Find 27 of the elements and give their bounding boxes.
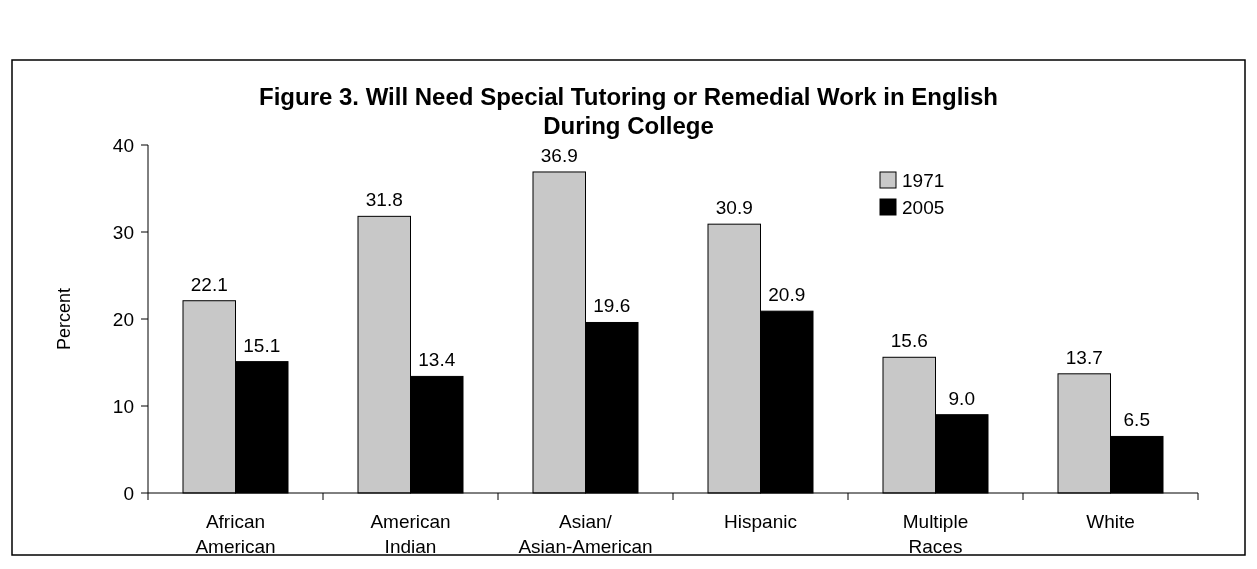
legend-label: 2005 bbox=[902, 196, 945, 218]
y-tick-label: 40 bbox=[112, 134, 134, 156]
data-label: 36.9 bbox=[540, 144, 578, 166]
data-label: 22.1 bbox=[190, 273, 228, 295]
x-tick-label: White bbox=[1086, 511, 1135, 532]
y-axis-title: Percent bbox=[54, 287, 74, 351]
legend-label: 1971 bbox=[902, 169, 945, 191]
x-tick-label: Asian/Asian-American bbox=[518, 511, 653, 557]
data-label: 31.8 bbox=[365, 189, 403, 211]
y-tick-label: 10 bbox=[112, 395, 134, 417]
data-label: 6.5 bbox=[1123, 409, 1150, 431]
x-tick-label: Multiple Races bbox=[902, 511, 969, 557]
data-label: 19.6 bbox=[593, 295, 631, 317]
x-tick-label: American Indian bbox=[370, 511, 451, 557]
data-label: 20.9 bbox=[768, 284, 806, 306]
x-tick-label: Hispanic bbox=[724, 511, 797, 532]
data-label: 9.0 bbox=[948, 387, 975, 409]
data-label: 15.1 bbox=[243, 334, 281, 356]
y-tick-label: 30 bbox=[112, 221, 134, 243]
x-tick-label: African American bbox=[195, 511, 276, 557]
data-label: 13.4 bbox=[418, 349, 456, 371]
y-tick-label: 20 bbox=[112, 308, 134, 330]
chart-title: Figure 3. Will Need Special Tutoring or Remedial Work in English During College bbox=[258, 83, 999, 139]
data-label: 15.6 bbox=[890, 330, 928, 352]
y-tick-label: 0 bbox=[123, 482, 134, 504]
data-label: 13.7 bbox=[1065, 346, 1103, 368]
data-label: 30.9 bbox=[715, 197, 753, 219]
